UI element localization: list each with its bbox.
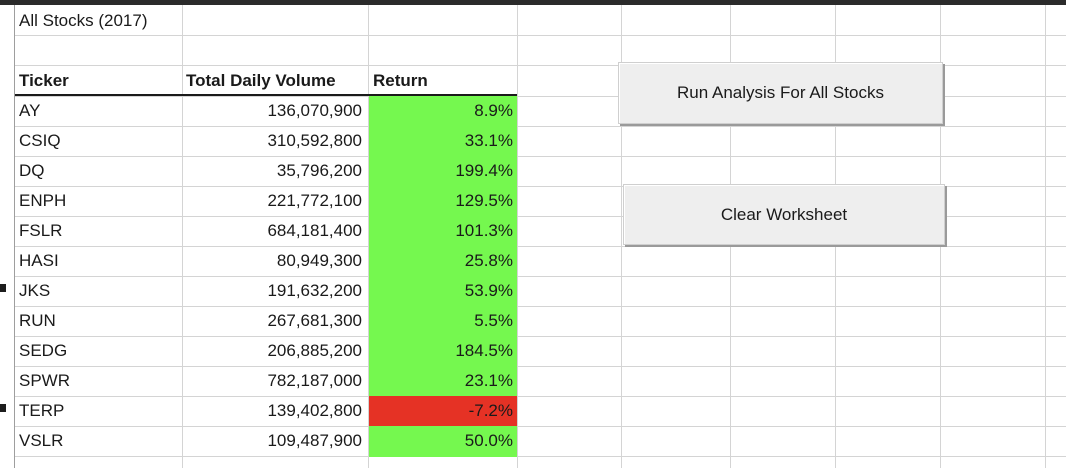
gridline xyxy=(15,396,1066,397)
volume-cell[interactable]: 206,885,200 xyxy=(267,341,362,360)
volume-cell[interactable]: 684,181,400 xyxy=(267,221,362,240)
row-marker xyxy=(0,404,6,412)
ticker-cell[interactable]: TERP xyxy=(19,401,65,420)
return-cell[interactable]: 129.5% xyxy=(369,186,517,217)
ticker-cell[interactable]: VSLR xyxy=(19,431,64,450)
ticker-cell[interactable]: SPWR xyxy=(19,371,70,390)
return-cell[interactable]: 101.3% xyxy=(369,216,517,247)
header-border xyxy=(15,94,517,96)
window-top-bar xyxy=(0,0,1066,5)
gridline xyxy=(15,246,1066,247)
volume-cell[interactable]: 782,187,000 xyxy=(267,371,362,390)
ticker-cell[interactable]: DQ xyxy=(19,161,45,180)
return-cell[interactable]: -7.2% xyxy=(369,396,517,427)
row-header-strip xyxy=(0,5,15,468)
return-cell[interactable]: 199.4% xyxy=(369,156,517,187)
gridline xyxy=(15,216,1066,217)
gridline xyxy=(15,426,1066,427)
ticker-cell[interactable]: CSIQ xyxy=(19,131,61,150)
ticker-cell[interactable]: SEDG xyxy=(19,341,68,360)
gridline xyxy=(15,96,1066,97)
return-cell[interactable]: 184.5% xyxy=(369,336,517,367)
return-cell[interactable]: 23.1% xyxy=(369,366,517,397)
gridline xyxy=(15,35,1066,36)
return-cell[interactable]: 8.9% xyxy=(369,96,517,127)
gridline xyxy=(15,126,1066,127)
header-total-daily-volume: Total Daily Volume xyxy=(186,71,336,90)
sheet-title: All Stocks (2017) xyxy=(19,11,148,30)
gridline xyxy=(15,336,1066,337)
ticker-cell[interactable]: FSLR xyxy=(19,221,63,240)
gridline xyxy=(368,5,369,468)
row-marker xyxy=(0,284,6,292)
gridline xyxy=(15,156,1066,157)
clear-worksheet-button[interactable]: Clear Worksheet xyxy=(623,184,945,245)
return-cell[interactable]: 25.8% xyxy=(369,246,517,277)
gridline xyxy=(182,5,183,468)
ticker-cell[interactable]: JKS xyxy=(19,281,51,300)
volume-cell[interactable]: 80,949,300 xyxy=(276,251,362,270)
return-cell[interactable]: 50.0% xyxy=(369,426,517,457)
gridline xyxy=(15,65,1066,66)
ticker-cell[interactable]: AY xyxy=(19,101,41,120)
gridline xyxy=(15,456,1066,457)
spreadsheet-grid[interactable]: All Stocks (2017) Ticker Total Daily Vol… xyxy=(15,5,1066,468)
volume-cell[interactable]: 136,070,900 xyxy=(267,101,362,120)
gridline xyxy=(15,276,1066,277)
ticker-cell[interactable]: RUN xyxy=(19,311,56,330)
volume-cell[interactable]: 191,632,200 xyxy=(267,281,362,300)
gridline xyxy=(1045,5,1046,468)
gridline xyxy=(15,366,1066,367)
gridline xyxy=(517,5,518,468)
return-cell[interactable]: 33.1% xyxy=(369,126,517,157)
header-ticker: Ticker xyxy=(19,71,69,90)
return-cell[interactable]: 5.5% xyxy=(369,306,517,337)
gridline xyxy=(621,5,622,468)
volume-cell[interactable]: 35,796,200 xyxy=(276,161,362,180)
gridline xyxy=(15,186,1066,187)
volume-cell[interactable]: 310,592,800 xyxy=(267,131,362,150)
ticker-cell[interactable]: ENPH xyxy=(19,191,67,210)
ticker-cell[interactable]: HASI xyxy=(19,251,59,270)
header-return: Return xyxy=(373,71,428,90)
volume-cell[interactable]: 267,681,300 xyxy=(267,311,362,330)
volume-cell[interactable]: 221,772,100 xyxy=(267,191,362,210)
return-cell[interactable]: 53.9% xyxy=(369,276,517,307)
volume-cell[interactable]: 139,402,800 xyxy=(267,401,362,420)
run-analysis-button[interactable]: Run Analysis For All Stocks xyxy=(618,62,943,124)
gridline xyxy=(15,306,1066,307)
volume-cell[interactable]: 109,487,900 xyxy=(267,431,362,450)
